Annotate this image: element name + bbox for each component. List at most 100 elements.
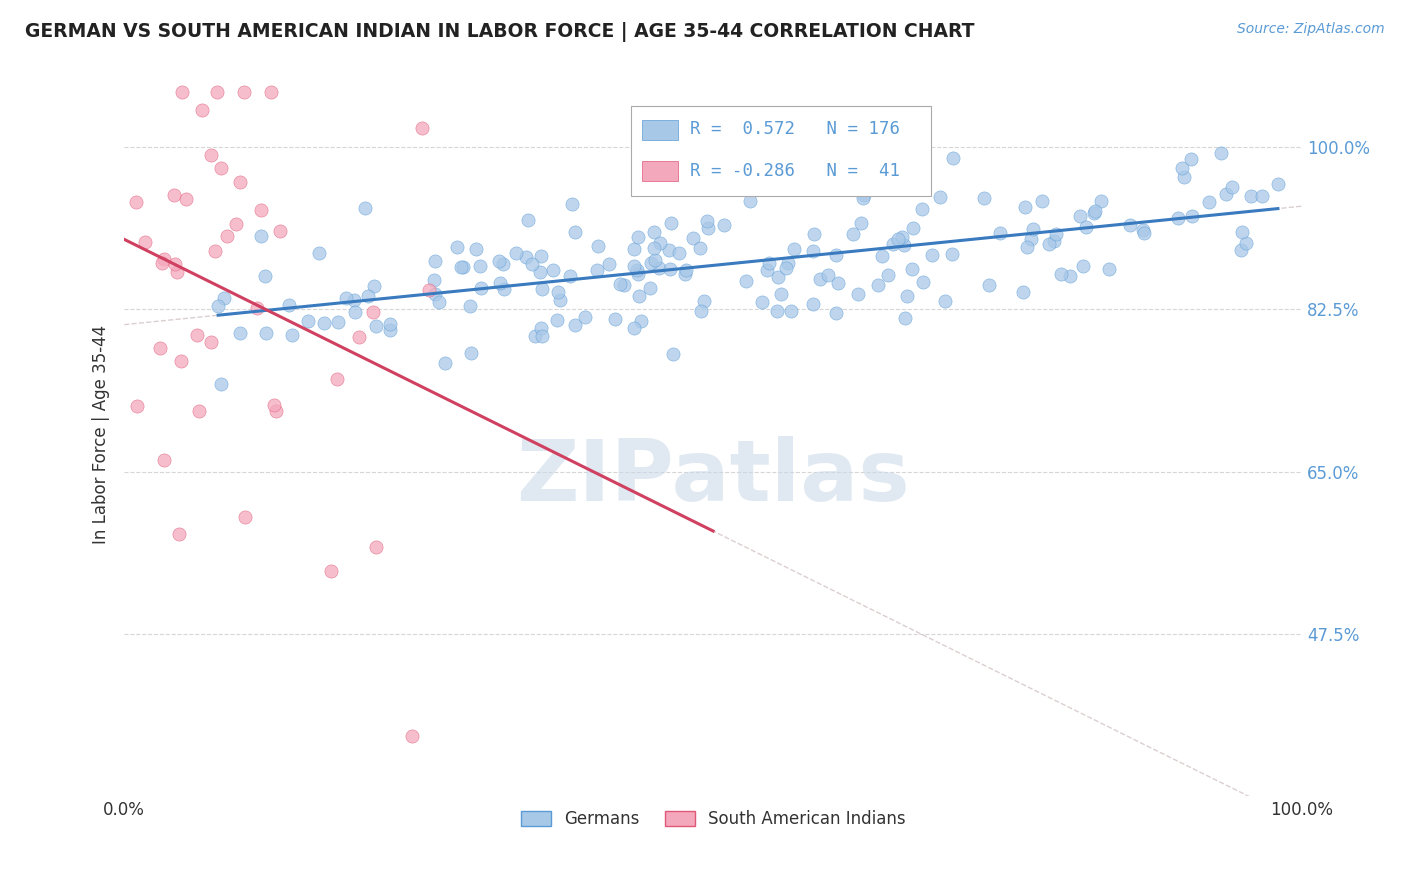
Point	[627, 230, 650, 244]
Point	[1031, 194, 1053, 209]
Point	[853, 188, 876, 202]
Point	[423, 273, 446, 287]
Point	[734, 274, 756, 288]
Point	[896, 289, 918, 303]
Point	[659, 216, 682, 230]
Point	[1045, 227, 1067, 242]
Point	[451, 260, 474, 275]
Point	[515, 250, 537, 264]
Point	[638, 281, 661, 295]
Point	[176, 192, 198, 206]
Point	[280, 327, 302, 342]
Point	[364, 318, 387, 333]
Point	[343, 293, 366, 307]
Point	[627, 289, 650, 303]
Point	[693, 294, 716, 309]
Point	[207, 299, 229, 313]
Point	[378, 323, 401, 337]
Point	[585, 262, 607, 277]
Point	[308, 246, 330, 260]
Point	[531, 329, 554, 343]
Point	[647, 260, 669, 275]
Point	[911, 275, 934, 289]
Point	[1250, 188, 1272, 202]
Text: Source: ZipAtlas.com: Source: ZipAtlas.com	[1237, 22, 1385, 37]
Point	[186, 328, 208, 343]
Point	[574, 310, 596, 324]
Point	[169, 354, 191, 368]
Point	[817, 268, 839, 282]
Point	[1012, 285, 1035, 299]
Point	[187, 404, 209, 418]
Point	[973, 191, 995, 205]
Point	[361, 305, 384, 319]
FancyBboxPatch shape	[631, 105, 931, 196]
Point	[626, 267, 648, 281]
Point	[801, 244, 824, 258]
Point	[558, 269, 581, 284]
Point	[866, 278, 889, 293]
Point	[524, 329, 547, 343]
Point	[613, 277, 636, 292]
Point	[205, 85, 228, 99]
Point	[598, 257, 620, 271]
Point	[852, 191, 875, 205]
Point	[977, 278, 1000, 293]
Point	[825, 306, 848, 320]
Point	[347, 330, 370, 344]
Point	[630, 314, 652, 328]
Point	[1180, 152, 1202, 166]
Point	[586, 239, 609, 253]
Point	[1059, 269, 1081, 284]
FancyBboxPatch shape	[643, 161, 678, 181]
Point	[253, 268, 276, 283]
Point	[1209, 146, 1232, 161]
Point	[263, 398, 285, 412]
Point	[1043, 235, 1066, 249]
Point	[934, 293, 956, 308]
Text: R =  0.572   N = 176: R = 0.572 N = 176	[689, 120, 900, 137]
Point	[640, 256, 662, 270]
Point	[264, 403, 287, 417]
Point	[623, 321, 645, 335]
Point	[204, 244, 226, 258]
Point	[1198, 195, 1220, 210]
Point	[229, 175, 252, 189]
Point	[1236, 235, 1258, 250]
Point	[1074, 220, 1097, 235]
Point	[214, 291, 236, 305]
Point	[363, 279, 385, 293]
Point	[921, 248, 943, 262]
Point	[170, 85, 193, 99]
Point	[277, 298, 299, 312]
Point	[1230, 225, 1253, 239]
Point	[344, 305, 367, 319]
Point	[900, 261, 922, 276]
Point	[505, 246, 527, 260]
Point	[427, 295, 450, 310]
Point	[134, 235, 156, 250]
Point	[233, 509, 256, 524]
Point	[531, 282, 554, 296]
Point	[803, 227, 825, 241]
Point	[211, 161, 233, 176]
Text: ZIPatlas: ZIPatlas	[516, 436, 910, 519]
Point	[326, 372, 349, 386]
Point	[492, 282, 515, 296]
Point	[297, 314, 319, 328]
Point	[1220, 179, 1243, 194]
Point	[517, 213, 540, 227]
Point	[328, 315, 350, 329]
Point	[319, 564, 342, 578]
Point	[411, 120, 433, 135]
Point	[166, 265, 188, 279]
Point	[1019, 232, 1042, 246]
Point	[423, 287, 446, 301]
Point	[783, 242, 806, 256]
Point	[668, 246, 690, 260]
Point	[801, 297, 824, 311]
Point	[1267, 177, 1289, 191]
Point	[751, 295, 773, 310]
Point	[1050, 267, 1073, 281]
Point	[254, 326, 277, 340]
